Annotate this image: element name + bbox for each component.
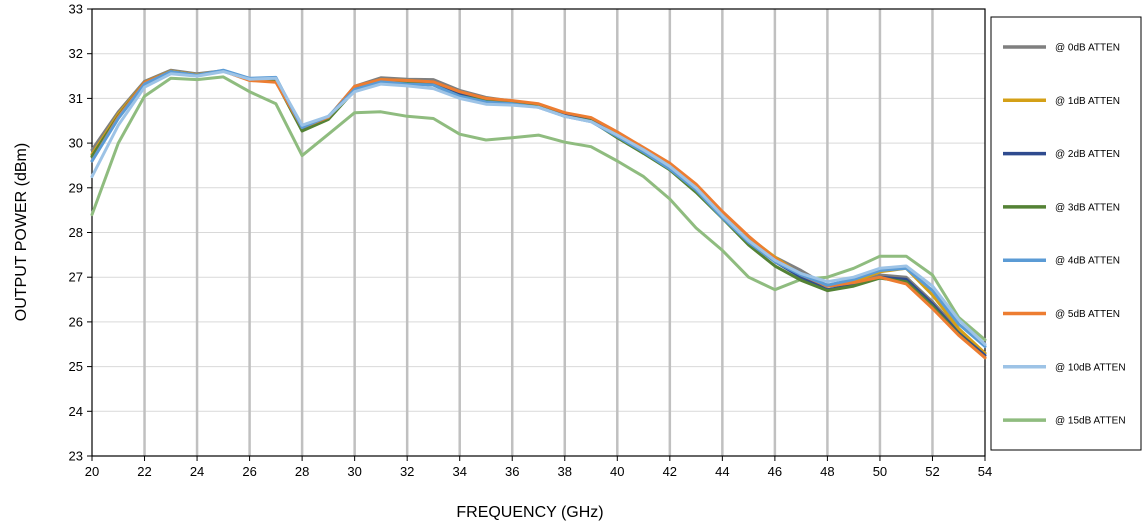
x-tick-label: 48	[820, 464, 834, 479]
legend: @ 0dB ATTEN @ 1dB ATTEN @ 2dB ATTEN @ 3dB A…	[990, 16, 1142, 451]
x-tick-label: 34	[452, 464, 466, 479]
x-tick-label: 22	[137, 464, 151, 479]
x-tick-label: 30	[347, 464, 361, 479]
series-line-6	[90, 70, 987, 346]
series-line-7	[90, 75, 987, 342]
x-tick-label: 52	[925, 464, 939, 479]
legend-label: @ 15dB ATTEN	[1055, 416, 1126, 427]
legend-label: @ 1dB ATTEN	[1055, 96, 1120, 107]
y-tick-label: 28	[69, 225, 83, 240]
y-tick-label: 29	[69, 180, 83, 195]
legend-label: @ 5dB ATTEN	[1055, 309, 1120, 320]
x-tick-label: 32	[400, 464, 414, 479]
series-line-2	[90, 69, 987, 357]
legend-box	[990, 16, 1142, 451]
legend-label: @ 0dB ATTEN	[1055, 43, 1120, 54]
x-tick-label: 26	[242, 464, 256, 479]
series-lines	[90, 68, 987, 360]
legend-item: @ 5dB ATTEN	[1003, 309, 1120, 320]
x-tick-label: 38	[558, 464, 572, 479]
x-tick-label: 46	[768, 464, 782, 479]
legend-label: @ 3dB ATTEN	[1055, 202, 1120, 213]
series-line-1	[90, 69, 987, 355]
x-tick-label: 44	[715, 464, 729, 479]
y-tick-label: 27	[69, 270, 83, 285]
y-tick-label: 32	[69, 46, 83, 61]
y-tick-label: 24	[69, 404, 83, 419]
y-tick-label: 31	[69, 91, 83, 106]
legend-label: @ 2dB ATTEN	[1055, 149, 1120, 160]
series-line-4	[90, 68, 987, 348]
y-axis-ticks: 23 24 25 26 27 28 29 30 31 32 33	[69, 2, 92, 464]
y-tick-label: 30	[69, 136, 83, 151]
series-line-3	[90, 69, 987, 360]
legend-item: @ 3dB ATTEN	[1003, 202, 1120, 213]
series-line-5	[90, 69, 987, 360]
x-axis-title: FREQUENCY (GHz)	[456, 504, 603, 521]
series-line-0	[90, 68, 987, 355]
x-tick-label: 40	[610, 464, 624, 479]
x-tick-label: 20	[85, 464, 99, 479]
x-tick-label: 28	[295, 464, 309, 479]
x-tick-label: 36	[505, 464, 519, 479]
legend-item: @ 1dB ATTEN	[1003, 96, 1120, 107]
legend-label: @ 4dB ATTEN	[1055, 256, 1120, 267]
legend-item: @ 10dB ATTEN	[1003, 362, 1126, 373]
y-tick-label: 33	[69, 2, 83, 17]
legend-item: @ 15dB ATTEN	[1003, 416, 1126, 427]
x-tick-label: 50	[873, 464, 887, 479]
legend-item: @ 0dB ATTEN	[1003, 43, 1120, 54]
x-tick-label: 54	[978, 464, 992, 479]
y-tick-label: 23	[69, 449, 83, 464]
legend-items: @ 0dB ATTEN @ 1dB ATTEN @ 2dB ATTEN @ 3dB A…	[1003, 43, 1126, 427]
vertical-gridlines	[143, 9, 934, 456]
x-tick-label: 42	[663, 464, 677, 479]
y-tick-label: 25	[69, 359, 83, 374]
x-tick-label: 24	[190, 464, 204, 479]
x-axis-ticks: 20 22 24 26 28 30 32 34 36 38 40 42 44 46 48 50 52 54	[85, 456, 992, 479]
horizontal-gridlines	[92, 53, 985, 412]
legend-label: @ 10dB ATTEN	[1055, 362, 1126, 373]
legend-item: @ 4dB ATTEN	[1003, 256, 1120, 267]
legend-item: @ 2dB ATTEN	[1003, 149, 1120, 160]
y-axis-title: OUTPUT POWER (dBm)	[13, 143, 30, 321]
y-tick-label: 26	[69, 314, 83, 329]
